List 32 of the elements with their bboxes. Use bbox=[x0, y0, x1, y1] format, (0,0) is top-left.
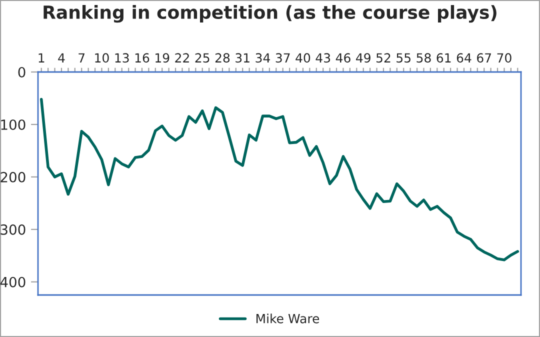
x-tick-label: 49 bbox=[356, 53, 370, 63]
x-tick-label: 19 bbox=[156, 53, 170, 63]
x-tick-label: 64 bbox=[456, 53, 472, 63]
x-tick-label: 58 bbox=[416, 53, 431, 63]
x-tick-label: 10 bbox=[95, 53, 109, 63]
x-tick-label: 43 bbox=[316, 53, 330, 63]
x-tick-label: 31 bbox=[236, 53, 250, 63]
x-tick-label: 61 bbox=[436, 53, 451, 63]
x-tick-label: 52 bbox=[376, 53, 390, 63]
x-tick-label: 1 bbox=[38, 53, 44, 62]
x-tick-label: 4 bbox=[58, 53, 65, 62]
x-tick-label: 37 bbox=[276, 53, 290, 63]
legend-label: Mike Ware bbox=[256, 314, 320, 324]
y-tick-label: 200 bbox=[0, 172, 26, 182]
x-tick-label: 70 bbox=[497, 53, 512, 63]
x-tick-label: 40 bbox=[296, 53, 310, 63]
y-tick-label: 0 bbox=[18, 66, 26, 78]
x-tick-label: 28 bbox=[215, 53, 230, 63]
y-tick-label: 100 bbox=[1, 119, 26, 130]
x-tick-label: 22 bbox=[175, 53, 189, 62]
x-tick-label: 46 bbox=[336, 53, 350, 63]
x-tick-label: 25 bbox=[195, 53, 210, 63]
chart-title: Ranking in competition (as the course plays) bbox=[44, 5, 496, 23]
x-tick-label: 13 bbox=[115, 53, 129, 63]
x-tick-label: 55 bbox=[396, 53, 410, 63]
x-tick-label: 67 bbox=[477, 53, 491, 63]
x-tick-label: 34 bbox=[256, 53, 270, 63]
line-series bbox=[40, 98, 520, 262]
x-tick-label: 16 bbox=[135, 53, 150, 63]
x-tick-label: 7 bbox=[78, 53, 85, 62]
y-tick-label: 300 bbox=[0, 224, 26, 235]
y-tick-label: 400 bbox=[0, 276, 26, 288]
